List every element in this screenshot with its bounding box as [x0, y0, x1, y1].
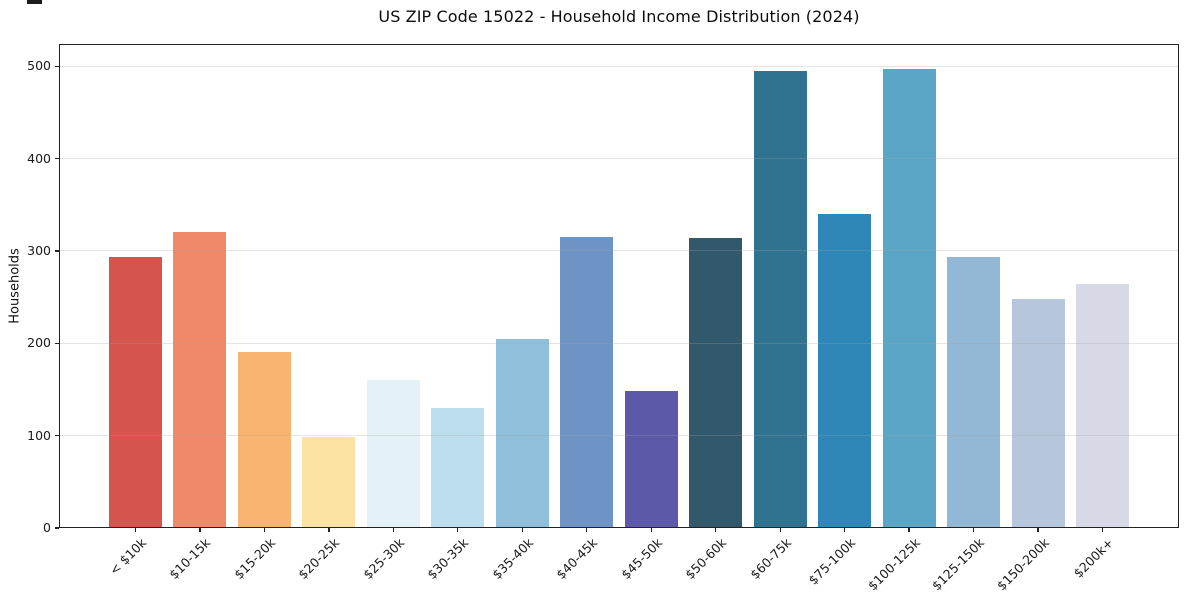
y-tick-label: 100	[27, 427, 51, 443]
x-tick-label: $50-60k	[682, 535, 730, 583]
x-tick	[779, 528, 781, 532]
y-tick-label: 500	[27, 58, 51, 74]
y-tick	[54, 434, 59, 437]
bar	[109, 257, 162, 528]
x-tick-label: $75-100k	[805, 535, 859, 588]
chart-title: US ZIP Code 15022 - Household Income Dis…	[378, 7, 860, 26]
x-tick	[715, 528, 717, 532]
gridline	[60, 65, 1178, 67]
x-tick-label: $60-75k	[746, 535, 794, 583]
x-tick-label: $10-15k	[166, 535, 214, 583]
x-tick-label: $25-30k	[359, 535, 407, 583]
x-tick	[908, 528, 910, 532]
gridline	[60, 342, 1178, 344]
x-tick-label: $35-40k	[488, 535, 536, 583]
y-tick	[54, 250, 59, 252]
bar	[173, 232, 227, 528]
x-tick	[1101, 528, 1104, 532]
bar	[237, 351, 291, 528]
x-tick	[586, 528, 588, 532]
bar	[431, 407, 485, 528]
x-tick-label: $15-20k	[231, 535, 279, 583]
x-tick	[328, 528, 330, 532]
x-tick-label: $100-125k	[864, 535, 923, 593]
x-tick	[843, 528, 846, 532]
x-tick	[263, 528, 266, 532]
x-tick-label: $150-200k	[993, 535, 1052, 593]
bar	[1076, 284, 1129, 528]
x-tick-label: $125-150k	[928, 535, 988, 593]
x-tick	[199, 528, 201, 532]
bar	[302, 436, 356, 528]
bar	[689, 237, 743, 528]
x-tick	[650, 528, 652, 532]
x-tick	[457, 528, 459, 532]
gridline	[60, 435, 1178, 437]
y-tick	[54, 65, 59, 67]
x-tick	[1037, 528, 1039, 532]
x-tick-label: $200k+	[1070, 535, 1117, 581]
y-tick-label: 200	[27, 335, 51, 351]
y-tick	[54, 527, 59, 529]
y-tick	[54, 342, 59, 344]
bar	[947, 257, 1001, 528]
x-tick	[392, 528, 394, 532]
x-tick-label: $45-50k	[617, 535, 665, 583]
bar	[818, 213, 872, 528]
bar	[624, 391, 678, 528]
bar	[753, 70, 807, 528]
x-tick-label: < $10k	[106, 535, 150, 578]
screen-artifact	[27, 0, 42, 4]
y-tick	[54, 157, 59, 160]
gridline	[60, 250, 1178, 252]
x-tick-label: $20-25k	[295, 535, 343, 583]
y-tick-label: 0	[43, 520, 51, 535]
x-tick	[521, 528, 523, 532]
gridline	[60, 158, 1178, 160]
bar	[495, 338, 549, 528]
bar	[1011, 298, 1065, 528]
x-tick	[972, 528, 975, 532]
x-tick-label: $30-35k	[424, 535, 472, 583]
y-tick-label: 300	[27, 242, 51, 258]
x-tick	[134, 528, 137, 532]
bar	[560, 237, 614, 528]
bar	[882, 68, 936, 528]
y-tick-label: 400	[27, 150, 51, 166]
x-tick-label: $40-45k	[553, 535, 601, 583]
bar	[366, 380, 420, 528]
